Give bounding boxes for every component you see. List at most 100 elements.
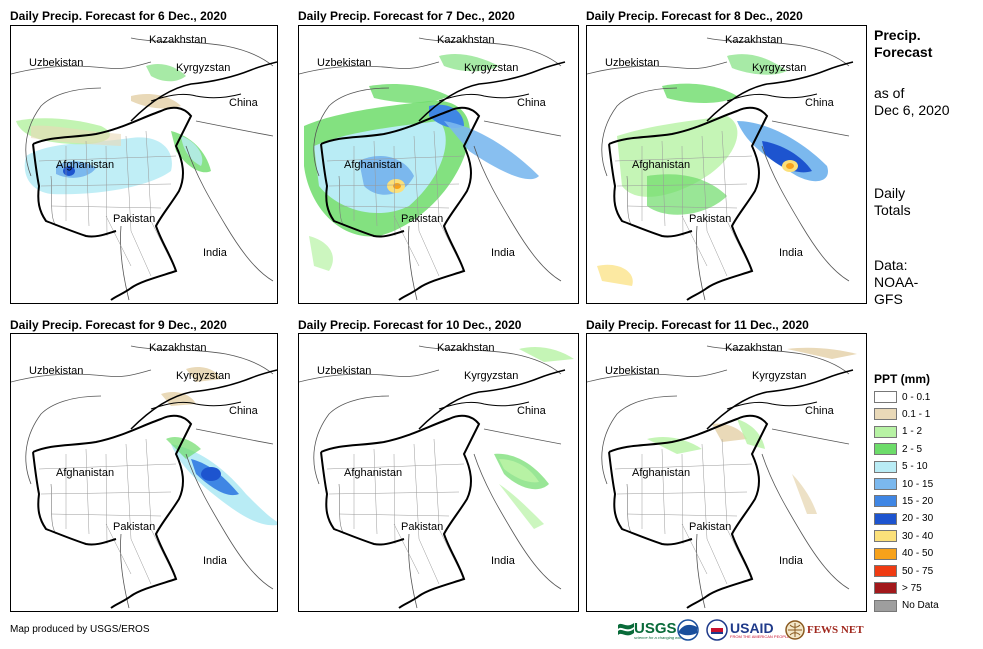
- legend-label: 0 - 0.1: [902, 391, 931, 403]
- label-china: China: [805, 405, 835, 417]
- label-india: India: [491, 247, 516, 259]
- legend-swatch: [874, 408, 897, 421]
- legend-swatch: [874, 547, 897, 560]
- legend-item: 0 - 0.1: [874, 390, 930, 404]
- legend-item: 30 - 40: [874, 529, 933, 543]
- label-china: China: [517, 97, 547, 109]
- label-uzbekistan: Uzbekistan: [29, 57, 83, 69]
- label-kyrgyzstan: Kyrgyzstan: [752, 370, 806, 382]
- legend-label: 15 - 20: [902, 495, 934, 507]
- label-uzbekistan: Uzbekistan: [605, 57, 659, 69]
- label-kazakhstan: Kazakhstan: [437, 34, 494, 46]
- label-pakistan: Pakistan: [113, 213, 155, 225]
- label-afghanistan: Afghanistan: [632, 159, 690, 171]
- usgs-wave-icon: [618, 623, 634, 636]
- label-pakistan: Pakistan: [689, 521, 731, 533]
- legend-label: 40 - 50: [902, 548, 934, 560]
- panel-title-9-dec: Daily Precip. Forecast for 9 Dec., 2020: [10, 318, 227, 332]
- legend-item: 0.1 - 1: [874, 407, 930, 421]
- legend-label: 5 - 10: [902, 461, 928, 473]
- label-china: China: [229, 405, 259, 417]
- side-daily-totals: Daily Totals: [874, 185, 911, 219]
- legend-label: No Data: [902, 600, 939, 612]
- precip-map-7-dec: Kazakhstan Uzbekistan Kyrgyzstan China A…: [298, 25, 579, 304]
- legend-item: 20 - 30: [874, 512, 933, 526]
- label-kazakhstan: Kazakhstan: [149, 34, 206, 46]
- usgs-logo-tagline: science for a changing world: [634, 634, 685, 640]
- noaa-seal-icon: [677, 619, 699, 641]
- usaid-logo-text: USAID: [730, 620, 774, 636]
- usaid-seal-icon: [706, 619, 728, 641]
- legend-title: PPT (mm): [874, 372, 931, 386]
- label-pakistan: Pakistan: [401, 521, 443, 533]
- fewsnet-logo-text: FEWS NET: [807, 624, 864, 636]
- side-data-line1: Data:: [874, 257, 908, 273]
- legend-swatch: [874, 443, 897, 456]
- noaa-logo: [677, 618, 699, 642]
- usgs-logo: USGS science for a changing world: [618, 618, 685, 642]
- legend-item: 2 - 5: [874, 442, 922, 456]
- legend-swatch: [874, 599, 897, 612]
- usgs-logo-text: USGS: [634, 619, 677, 637]
- usaid-logo: USAID FROM THE AMERICAN PEOPLE: [706, 618, 790, 642]
- legend-item: 10 - 15: [874, 477, 933, 491]
- label-china: China: [805, 97, 835, 109]
- legend-item: 40 - 50: [874, 547, 933, 561]
- label-pakistan: Pakistan: [113, 521, 155, 533]
- legend-swatch: [874, 512, 897, 525]
- legend-swatch: [874, 425, 897, 438]
- legend-item: 1 - 2: [874, 425, 922, 439]
- legend-label: 1 - 2: [902, 426, 923, 438]
- legend-label: > 75: [902, 582, 922, 594]
- label-uzbekistan: Uzbekistan: [605, 365, 659, 377]
- legend-item: > 75: [874, 581, 922, 595]
- side-daily-line2: Totals: [874, 202, 911, 218]
- legend-label: 20 - 30: [902, 513, 934, 525]
- legend-swatch: [874, 391, 897, 403]
- legend-swatch: [874, 460, 897, 473]
- legend-label: 50 - 75: [902, 565, 934, 577]
- label-uzbekistan: Uzbekistan: [317, 365, 371, 377]
- precip-map-10-dec: Kazakhstan Uzbekistan Kyrgyzstan China A…: [298, 333, 579, 612]
- label-uzbekistan: Uzbekistan: [317, 57, 371, 69]
- precip-map-6-dec: Kazakhstan Uzbekistan Kyrgyzstan China A…: [10, 25, 278, 304]
- label-india: India: [203, 247, 228, 259]
- label-kazakhstan: Kazakhstan: [725, 34, 782, 46]
- legend-label: 30 - 40: [902, 530, 934, 542]
- label-china: China: [229, 97, 259, 109]
- panel-title-6-dec: Daily Precip. Forecast for 6 Dec., 2020: [10, 9, 227, 23]
- legend-label: 10 - 15: [902, 478, 934, 490]
- label-kyrgyzstan: Kyrgyzstan: [464, 370, 518, 382]
- panel-title-7-dec: Daily Precip. Forecast for 7 Dec., 2020: [298, 9, 515, 23]
- label-india: India: [203, 555, 228, 567]
- fewsnet-globe-icon: [785, 620, 805, 640]
- label-india: India: [779, 247, 804, 259]
- legend-swatch: [874, 565, 897, 577]
- side-title-line1: Precip.: [874, 27, 921, 43]
- legend-label: 0.1 - 1: [902, 408, 931, 420]
- label-kazakhstan: Kazakhstan: [149, 342, 206, 354]
- legend-swatch: [874, 582, 897, 595]
- label-afghanistan: Afghanistan: [344, 467, 402, 479]
- side-data-source: Data: NOAA- GFS: [874, 257, 918, 308]
- legend-item: 5 - 10: [874, 460, 928, 474]
- legend-item: No Data: [874, 599, 939, 613]
- side-data-line3: GFS: [874, 291, 903, 307]
- side-data-line2: NOAA-: [874, 274, 919, 290]
- side-title: Precip. Forecast: [874, 27, 932, 61]
- label-india: India: [491, 555, 516, 567]
- fewsnet-logo: FEWS NET: [785, 618, 864, 642]
- panel-title-10-dec: Daily Precip. Forecast for 10 Dec., 2020: [298, 318, 522, 332]
- label-afghanistan: Afghanistan: [56, 467, 114, 479]
- label-kazakhstan: Kazakhstan: [437, 342, 494, 354]
- side-as-of-line2: Dec 6, 2020: [874, 102, 950, 118]
- label-kazakhstan: Kazakhstan: [725, 342, 782, 354]
- side-daily-line1: Daily: [874, 185, 906, 201]
- legend-label: 2 - 5: [902, 443, 923, 455]
- legend-swatch: [874, 495, 897, 508]
- label-pakistan: Pakistan: [401, 213, 443, 225]
- legend-swatch: [874, 530, 897, 543]
- map-credit: Map produced by USGS/EROS: [10, 624, 150, 635]
- label-uzbekistan: Uzbekistan: [29, 365, 83, 377]
- label-afghanistan: Afghanistan: [56, 159, 114, 171]
